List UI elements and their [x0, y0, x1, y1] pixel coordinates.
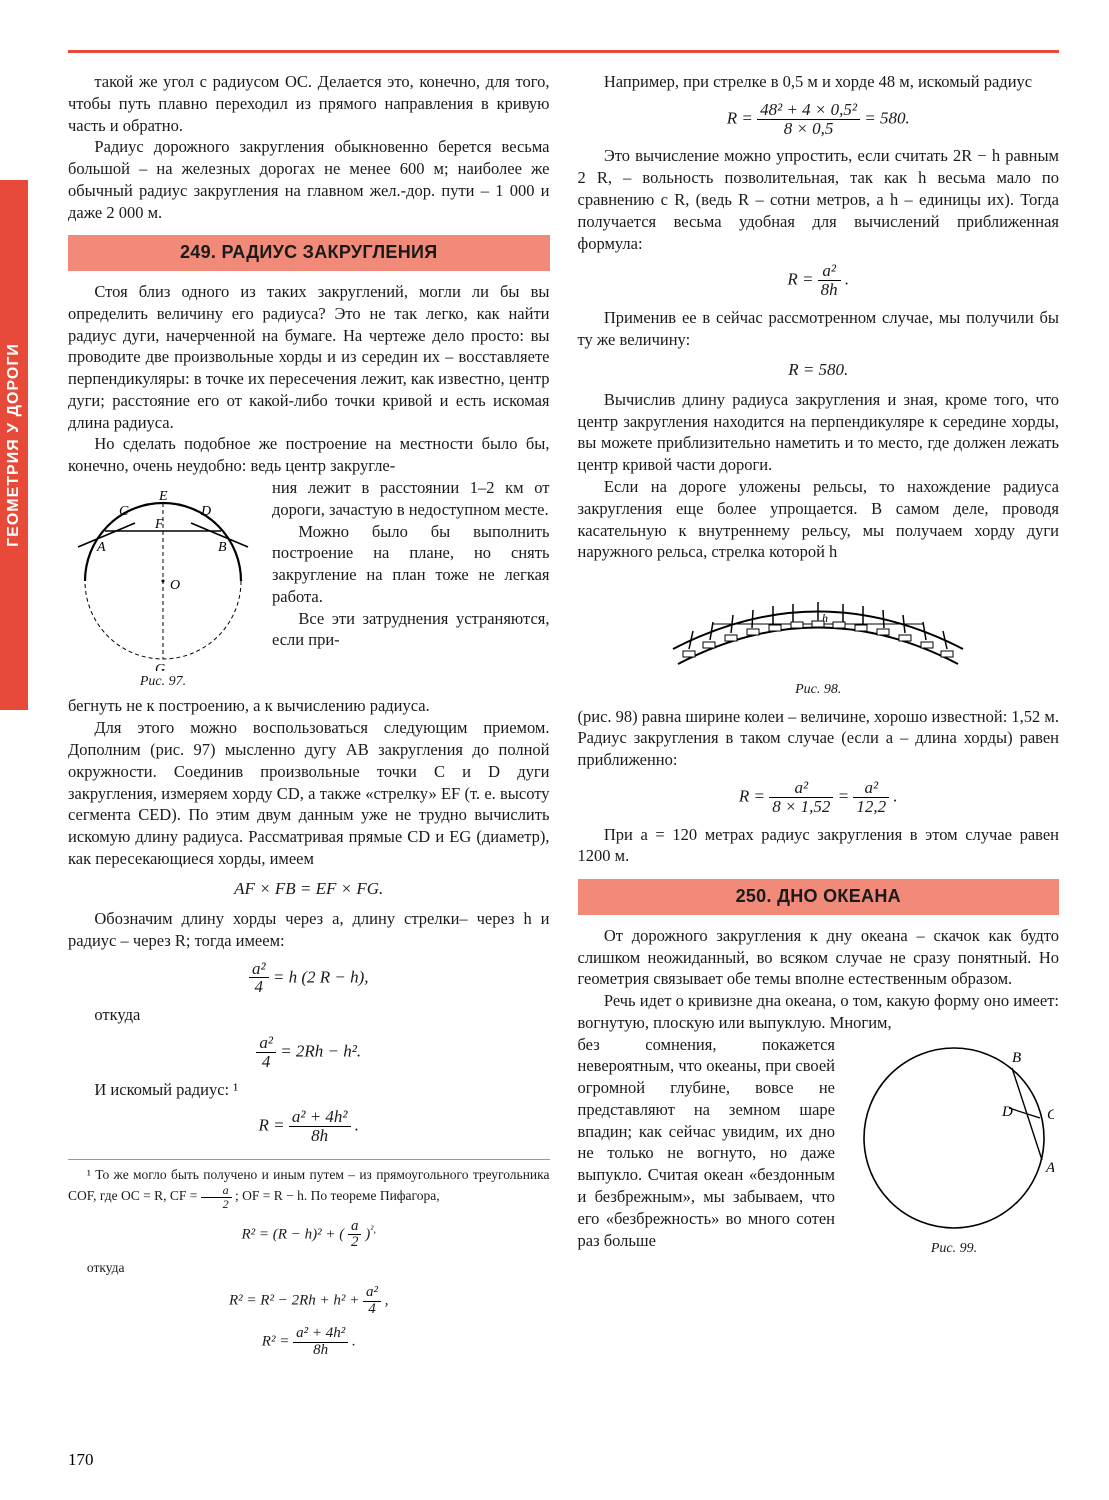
formula-4: R = a² + 4h²8h .: [68, 1108, 550, 1145]
para: От дорожного закругления к дну океана – …: [578, 925, 1060, 990]
footnote: ¹ То же могло быть получено и иным путем…: [68, 1159, 550, 1358]
section-title-249: 249. РАДИУС ЗАКРУГЛЕНИЯ: [68, 235, 550, 271]
para: Но сделать подобное же построение на мес…: [68, 433, 550, 477]
footnote-formula-2: R² = R² − 2Rh + h² + a²4 ,: [68, 1285, 550, 1318]
para: Для этого можно воспользоваться следующи…: [68, 717, 550, 869]
footnote-para: откуда: [68, 1259, 550, 1277]
label: F: [154, 517, 164, 532]
footnote-para: ¹ То же могло быть получено и иным путем…: [68, 1166, 550, 1210]
para: Вычислив длину радиуса закругления и зна…: [578, 389, 1060, 476]
figure-98: h: [578, 569, 1060, 699]
formula-2: a²4 = h (2 R − h),: [68, 960, 550, 997]
fig98-svg: h: [653, 569, 983, 679]
para: откуда: [68, 1004, 550, 1026]
para: Стоя близ одного из таких закруглений, м…: [68, 281, 550, 433]
fig99-svg: B C D A: [854, 1038, 1054, 1238]
formula-5: R = 48² + 4 × 0,5²8 × 0,5 = 580.: [578, 101, 1060, 138]
page-number: 170: [68, 1450, 94, 1470]
sidebar-label: ГЕОМЕТРИЯ У ДОРОГИ: [5, 343, 23, 547]
figure-97: C E D A F B O G Рис. 97.: [68, 481, 258, 691]
para: Например, при стрелке в 0,5 м и хорде 48…: [578, 71, 1060, 93]
sidebar-tab: ГЕОМЕТРИЯ У ДОРОГИ: [0, 180, 28, 710]
para: (рис. 98) равна ширине колеи – величине,…: [578, 706, 1060, 771]
fig97-svg: C E D A F B O G: [73, 481, 253, 671]
formula-8: R = a²8 × 1,52 = a²12,2 .: [578, 779, 1060, 816]
para: При a = 120 метрах радиус закругления в …: [578, 824, 1060, 868]
fig98-caption: Рис. 98.: [578, 681, 1060, 699]
fig97-block: C E D A F B O G Рис. 97. ния лежит в рас…: [68, 477, 550, 695]
top-rule: [68, 50, 1059, 53]
formula-3: a²4 = 2Rh − h².: [68, 1034, 550, 1071]
page: ГЕОМЕТРИЯ У ДОРОГИ такой же угол с радиу…: [0, 0, 1109, 1500]
label: C: [119, 504, 129, 519]
label: D: [200, 504, 211, 519]
label: A: [96, 540, 106, 555]
label: E: [158, 489, 168, 504]
formula-7: R = 580.: [578, 359, 1060, 381]
right-column: Например, при стрелке в 0,5 м и хорде 48…: [578, 71, 1060, 1366]
fig99-block: B C D A Рис. 99. без сомнения, покажется…: [578, 1034, 1060, 1262]
footnote-formula-1: R² = (R − h)² + ( a2 )²,: [68, 1219, 550, 1252]
formula-1: AF × FB = EF × FG.: [68, 878, 550, 900]
para: бегнуть не к построению, а к вычислению …: [68, 695, 550, 717]
para: И искомый радиус: ¹: [68, 1079, 550, 1101]
para: такой же угол с радиусом OC. Делается эт…: [68, 71, 550, 136]
footnote-formula-3: R² = a² + 4h²8h .: [68, 1326, 550, 1359]
content-columns: такой же угол с радиусом OC. Делается эт…: [68, 71, 1059, 1366]
section-title-250: 250. ДНО ОКЕАНА: [578, 879, 1060, 915]
label: C: [1047, 1107, 1054, 1123]
para: Это вычисление можно упростить, если счи…: [578, 145, 1060, 254]
fig97-caption: Рис. 97.: [68, 673, 258, 691]
label: A: [1045, 1160, 1054, 1176]
para: Применив ее в сейчас рассмотренном случа…: [578, 307, 1060, 351]
left-column: такой же угол с радиусом OC. Делается эт…: [68, 71, 550, 1366]
label: G: [155, 662, 165, 671]
label: B: [1012, 1050, 1021, 1066]
formula-6: R = a²8h .: [578, 262, 1060, 299]
para: Речь идет о кривизне дна океана, о том, …: [578, 990, 1060, 1034]
label: B: [218, 540, 227, 555]
para: Обозначим длину хорды через a, длину стр…: [68, 908, 550, 952]
fig99-caption: Рис. 99.: [849, 1240, 1059, 1258]
label: O: [170, 578, 180, 593]
figure-99: B C D A Рис. 99.: [849, 1038, 1059, 1258]
label: D: [1001, 1104, 1013, 1120]
para: Радиус дорожного закругления обыкновенно…: [68, 136, 550, 223]
para: Если на дороге уложены рельсы, то нахожд…: [578, 476, 1060, 563]
